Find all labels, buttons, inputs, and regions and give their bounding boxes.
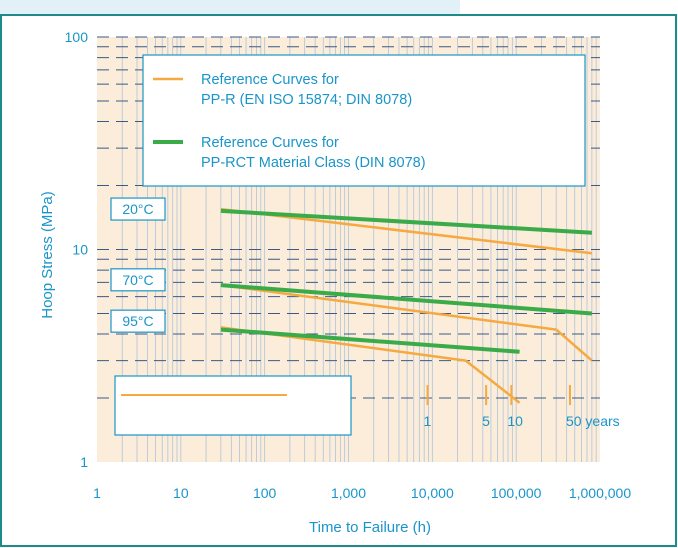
years-scale-label: 10 xyxy=(507,413,523,429)
legend-box xyxy=(142,54,586,187)
years-scale-box xyxy=(114,375,352,436)
temperature-label: 70°C xyxy=(110,268,166,292)
x-tick-label: 10,000 xyxy=(411,485,454,501)
plot-area: 1 10 100 1,000 10,000 100,000 1,000,000 1 10 100 2… xyxy=(65,29,632,501)
temperature-label-box xyxy=(110,309,166,333)
temperature-label-text: 20°C xyxy=(122,201,153,217)
series-line-green xyxy=(220,283,593,316)
x-axis-title: Time to Failure (h) xyxy=(309,519,431,536)
temperature-label: 20°C xyxy=(110,197,166,221)
temperature-labels: 20°C 70°C 95°C xyxy=(110,197,166,333)
y-tick-label: 10 xyxy=(72,242,88,258)
series-line-orange xyxy=(220,283,593,362)
series-lines xyxy=(220,207,593,404)
x-tick-label: 1,000,000 xyxy=(569,485,631,501)
years-scale-label: 50 years xyxy=(566,413,620,429)
temperature-label-text: 70°C xyxy=(122,272,153,288)
y-tick-label: 100 xyxy=(65,29,89,45)
x-tick-label: 100 xyxy=(253,485,277,501)
legend: Reference Curves for PP-R (EN ISO 15874; … xyxy=(142,54,586,187)
series-line-green xyxy=(220,327,520,354)
temperature-label-box xyxy=(110,197,166,221)
legend-text: Reference Curves for xyxy=(201,72,339,88)
y-tick-label: 1 xyxy=(80,454,88,470)
legend-text: PP-RCT Material Class (DIN 8078) xyxy=(201,155,426,171)
series-line-green xyxy=(220,208,593,235)
years-scale: 1 5 10 50 years xyxy=(114,375,620,436)
y-axis-title: Hoop Stress (MPa) xyxy=(39,191,56,319)
frame-border xyxy=(0,14,677,547)
temperature-label: 95°C xyxy=(110,309,166,333)
x-tick-label: 1 xyxy=(93,485,101,501)
years-scale-label: 1 xyxy=(424,413,432,429)
x-tick-label: 1,000 xyxy=(331,485,366,501)
x-tick-label: 10 xyxy=(173,485,189,501)
top-bar xyxy=(0,0,460,14)
legend-text: Reference Curves for xyxy=(201,135,339,151)
x-tick-label: 100,000 xyxy=(491,485,542,501)
temperature-label-text: 95°C xyxy=(122,313,153,329)
series-line-orange xyxy=(220,326,521,404)
legend-text: PP-R (EN ISO 15874; DIN 8078) xyxy=(201,92,412,108)
years-scale-label: 5 xyxy=(482,413,490,429)
tick-labels: 1 10 100 1,000 10,000 100,000 1,000,000 1 10 100 xyxy=(65,29,632,501)
temperature-label-box xyxy=(110,268,166,292)
